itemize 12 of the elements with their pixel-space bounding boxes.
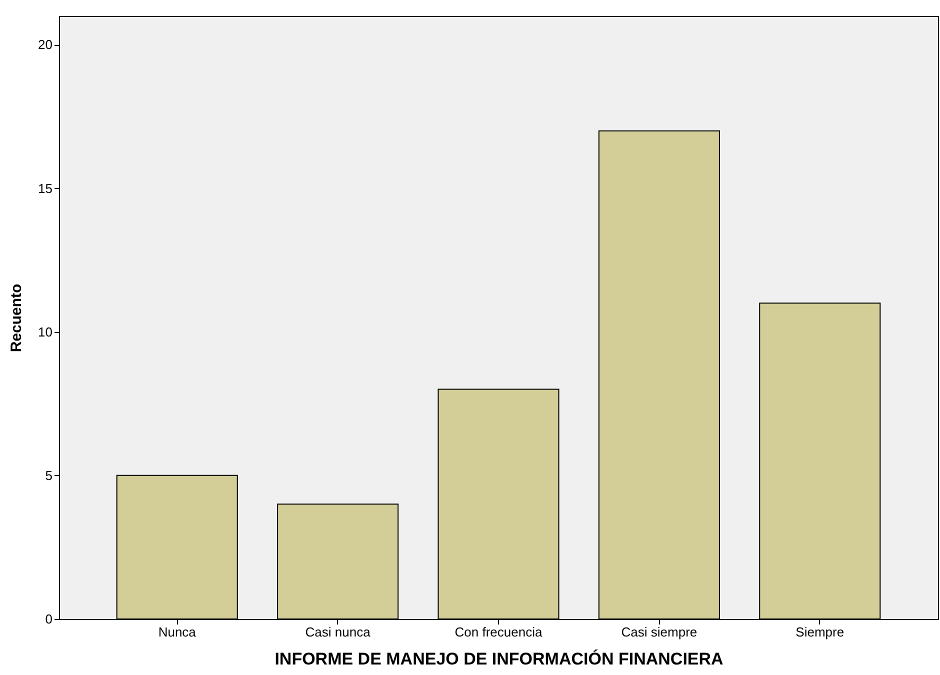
x-tick-label: Siempre — [796, 624, 844, 640]
y-tick-label: 5 — [45, 468, 52, 483]
y-tick-label: 20 — [38, 37, 52, 52]
x-tick-label: Casi nunca — [305, 624, 372, 640]
x-tick-label: Con frecuencia — [454, 624, 543, 640]
y-tick-label: 0 — [45, 612, 52, 626]
x-axis-title: INFORME DE MANEJO DE INFORMACIÓN FINANCIERA — [274, 648, 724, 668]
x-tick-label: Casi siempre — [621, 624, 698, 640]
y-axis-title: Recuento — [8, 284, 26, 352]
x-tick-label: Nunca — [158, 624, 197, 640]
y-tick-label: 10 — [38, 324, 52, 340]
y-tick-label: 15 — [38, 180, 52, 196]
